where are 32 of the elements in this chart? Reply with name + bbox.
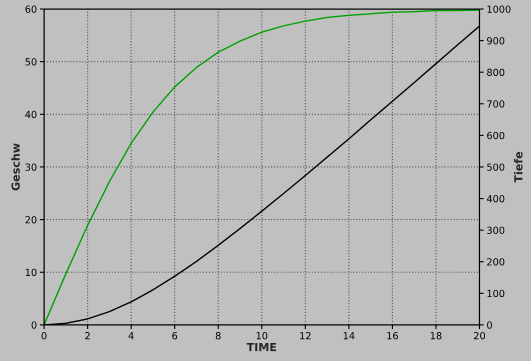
- y2-tick-label: 100: [488, 290, 504, 298]
- y2-tick-label: 700: [487, 100, 504, 108]
- y2-tick-label: 400: [486, 195, 504, 202]
- x-tick-label: 4: [128, 332, 134, 340]
- y2-tick-label: 800: [487, 68, 504, 76]
- y-tick-label: 20: [25, 216, 36, 224]
- x-tick-label: 2: [85, 332, 90, 340]
- x-tick-label: 10: [256, 332, 268, 340]
- x-tick-label: 18: [430, 332, 442, 340]
- x-tick-label: 6: [172, 332, 178, 340]
- y-axis-title: Geschw: [11, 143, 20, 190]
- y2-tick-label: 500: [487, 163, 504, 171]
- x-tick-label: 8: [216, 332, 221, 340]
- x-tick-label: 16: [387, 332, 398, 340]
- y2-tick-label: 300: [487, 226, 504, 234]
- y-tick-label: 10: [26, 268, 36, 276]
- x-tick-label: 20: [474, 332, 486, 340]
- y-tick-label: 50: [26, 58, 36, 66]
- y2-tick-label: 1000: [488, 6, 511, 13]
- x-tick-label: 12: [300, 332, 311, 340]
- y2-tick-label: 200: [487, 258, 504, 266]
- y-tick-label: 60: [25, 6, 36, 13]
- y2-tick-label: 600: [487, 132, 504, 140]
- x-tick-label: 14: [344, 332, 355, 340]
- y-tick-label: 30: [26, 163, 36, 171]
- y2-tick-label: 0: [487, 321, 492, 329]
- y2-axis-title: Tiefe: [514, 152, 523, 183]
- y2-tick-label: 900: [487, 37, 504, 44]
- x-tick-label: 0: [42, 332, 47, 340]
- y-tick-label: 0: [32, 321, 36, 329]
- y-tick-label: 40: [25, 110, 36, 118]
- x-axis-title: TIME: [246, 342, 276, 352]
